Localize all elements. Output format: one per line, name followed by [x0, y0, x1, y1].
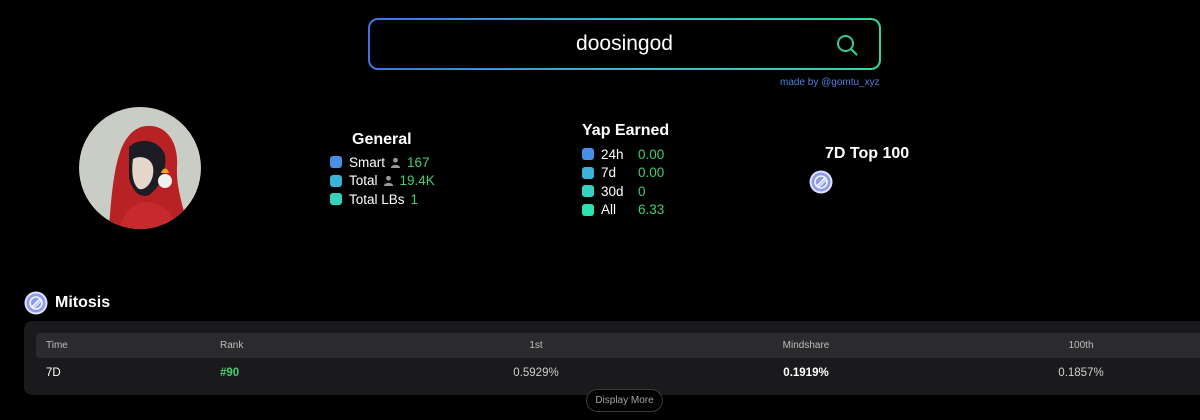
yap-label: 24h [601, 146, 624, 162]
yap-value: 0.00 [638, 146, 665, 162]
stat-value: 19.4K [399, 173, 435, 189]
legend-dot [582, 166, 594, 179]
header-first: 1st [529, 340, 543, 351]
legend-dot [330, 156, 342, 169]
yap-row-30d: 30d 0 [582, 182, 669, 201]
yap-title: Yap Earned [582, 122, 670, 139]
project-name: Mitosis [55, 294, 111, 311]
yap-row-all: All 6.33 [582, 201, 669, 220]
yap-value: 0 [638, 183, 646, 199]
display-more-button[interactable]: Display More [586, 389, 663, 412]
cell-hundredth: 0.1857% [1058, 367, 1104, 379]
yap-row-24h: 24h 0.00 [582, 145, 669, 164]
yap-label: 30d [601, 183, 624, 199]
legend-dot [330, 193, 342, 206]
person-icon [383, 176, 393, 187]
yap-label: All [601, 202, 617, 218]
stat-label: Total [349, 173, 378, 189]
stat-label: Smart [349, 154, 386, 170]
stat-row-total-lbs: Total LBs 1 [330, 190, 435, 209]
stat-value: 1 [410, 191, 419, 207]
mitosis-logo-icon [24, 291, 48, 315]
yap-row-7d: 7d 0.00 [582, 164, 669, 183]
top100-title: 7D Top 100 [825, 145, 910, 162]
stat-value: 167 [407, 154, 430, 170]
header-mindshare: Mindshare [782, 340, 830, 351]
credit-link[interactable]: made by @gomtu_xyz [780, 77, 880, 88]
search-icon[interactable] [835, 33, 859, 57]
search-input[interactable] [424, 32, 825, 56]
stat-row-smart: Smart 167 [330, 153, 435, 172]
project-header: Mitosis [24, 291, 110, 315]
cell-rank: #90 [220, 367, 240, 379]
avatar-illustration [109, 125, 189, 229]
stat-label: Total LBs [349, 191, 405, 207]
cell-mindshare: 0.1919% [783, 367, 829, 379]
legend-dot [582, 148, 594, 161]
person-icon [390, 157, 401, 168]
legend-dot [582, 185, 594, 198]
search-box [368, 18, 881, 70]
cell-time: 7D [46, 367, 61, 379]
table-row: 7D #90 0.5929% 0.1919% 0.1857% [36, 361, 1200, 385]
yap-earned-stats: Yap Earned 24h 0.00 7d 0.00 30d 0 All 6.… [582, 122, 669, 219]
table-header: Time Rank 1st Mindshare 100th [36, 333, 1200, 358]
stat-row-total: Total 19.4K [330, 172, 435, 191]
header-hundredth: 100th [1068, 340, 1094, 351]
legend-dot [330, 174, 342, 187]
general-title: General [352, 131, 412, 148]
yap-value: 0.00 [638, 165, 665, 181]
header-time: Time [46, 340, 68, 351]
yap-value: 6.33 [638, 202, 665, 218]
leaderboard-table: Time Rank 1st Mindshare 100th 7D #90 0.5… [24, 321, 1200, 395]
legend-dot [582, 203, 594, 216]
avatar [79, 107, 201, 229]
header-rank: Rank [220, 340, 244, 351]
yap-label: 7d [601, 165, 617, 181]
search-inner [370, 20, 879, 68]
cell-first: 0.5929% [513, 367, 559, 379]
mitosis-logo-icon[interactable] [809, 170, 833, 194]
